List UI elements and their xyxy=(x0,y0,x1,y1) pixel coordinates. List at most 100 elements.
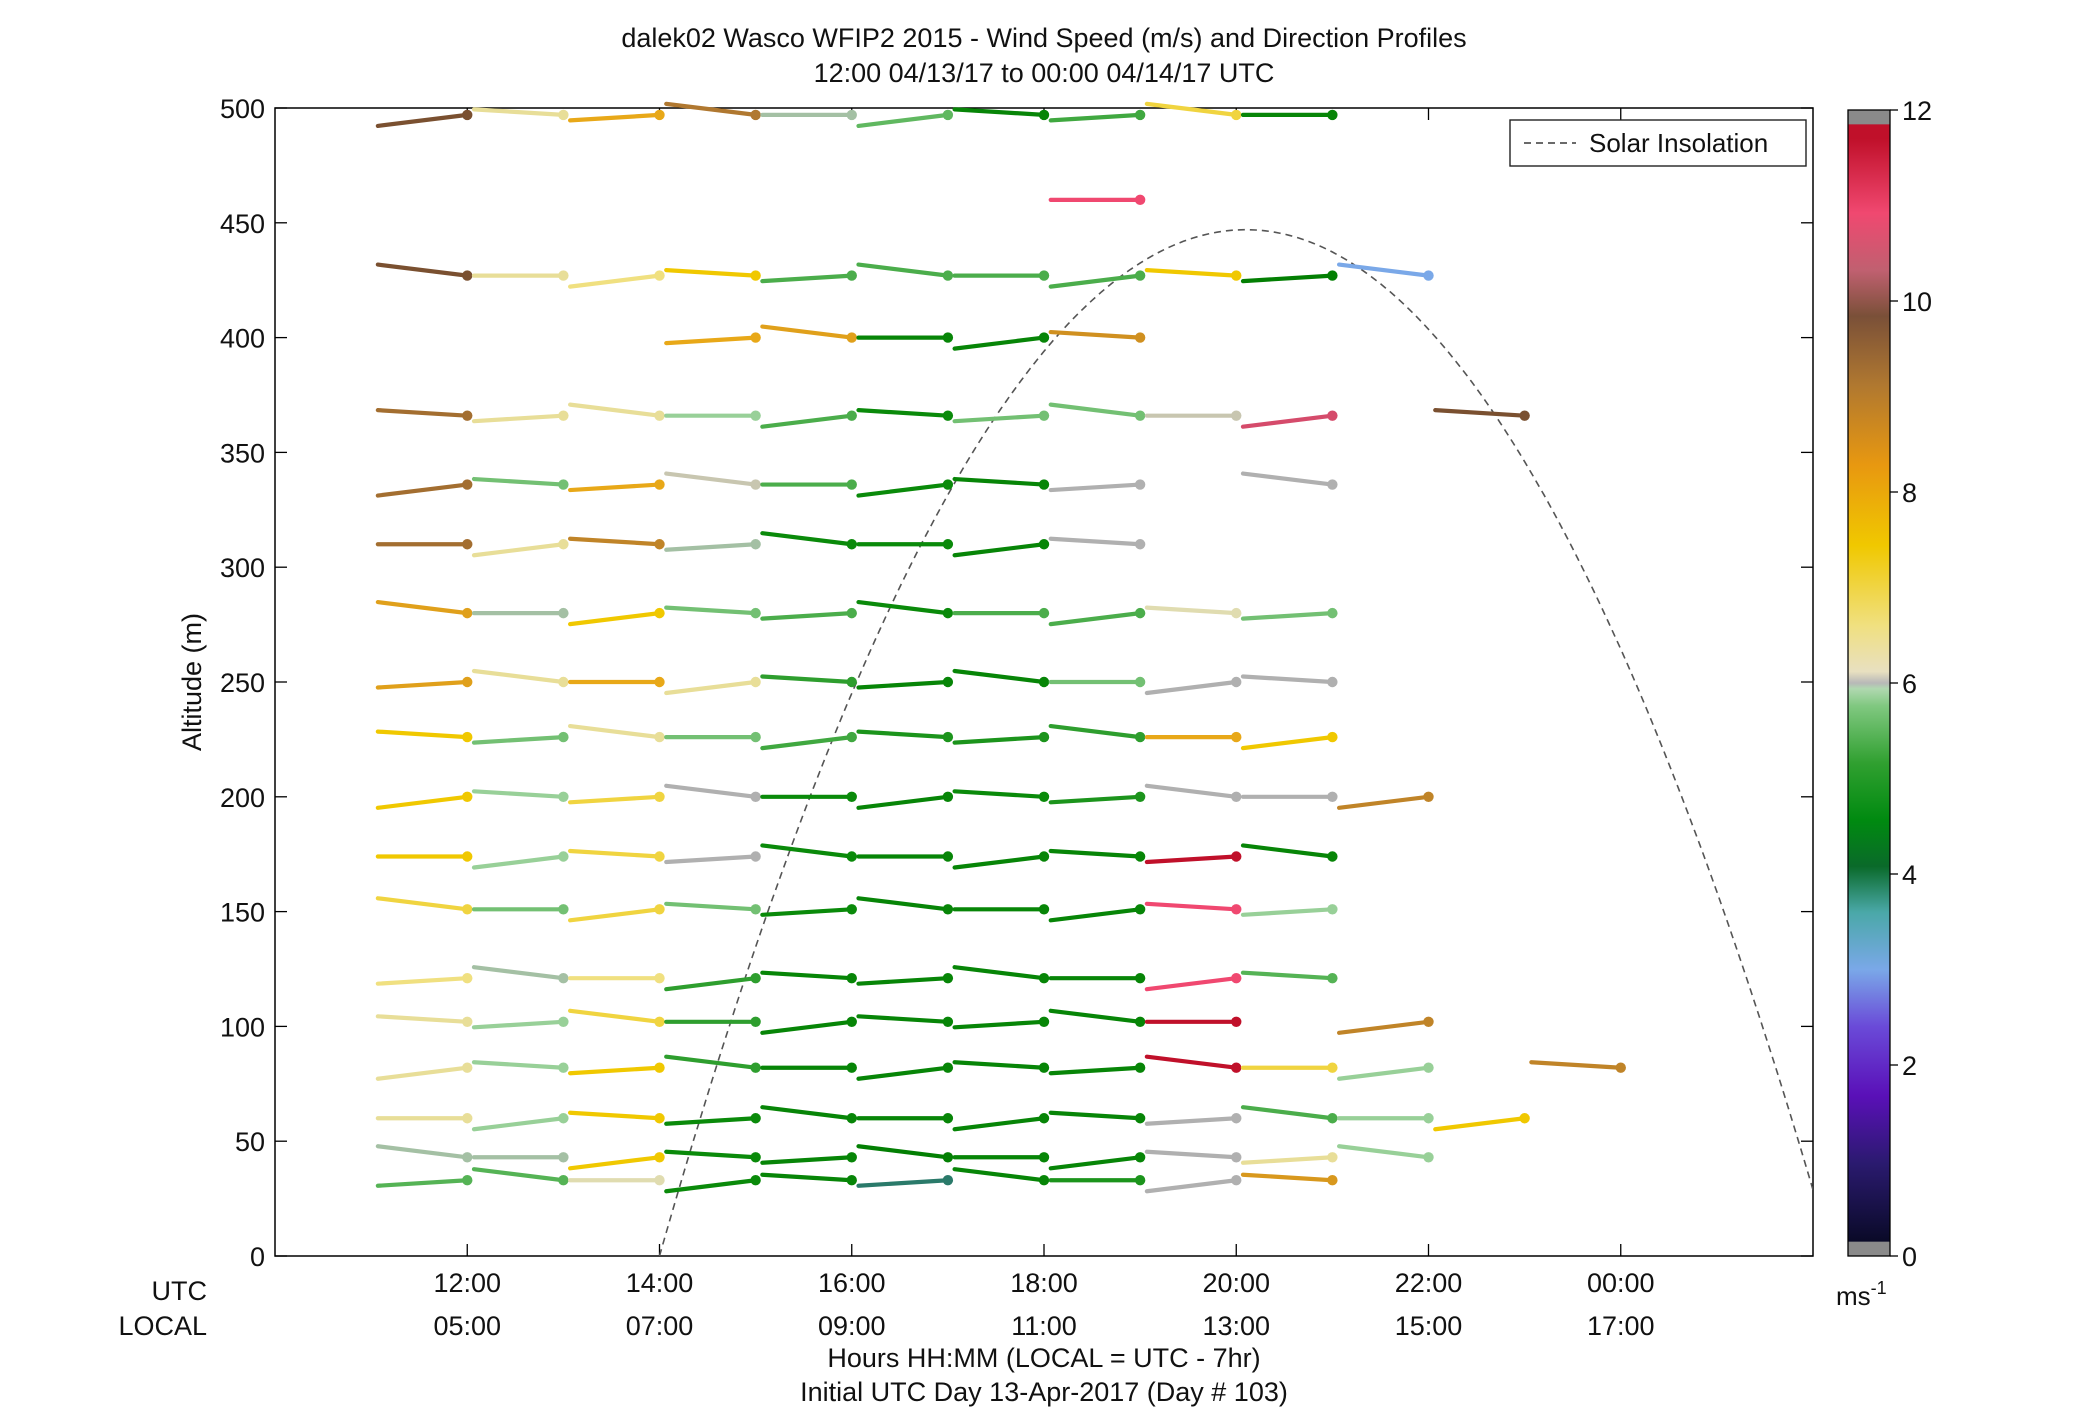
wind-barb-dot xyxy=(942,332,954,343)
wind-barb xyxy=(471,1113,569,1132)
wind-barb-dot xyxy=(654,1113,665,1124)
wind-barb-shaft xyxy=(664,267,758,278)
wind-barb xyxy=(1144,972,1242,992)
wind-barb xyxy=(1048,1008,1146,1028)
wind-barb-shaft xyxy=(760,273,854,284)
wind-barb-dot xyxy=(1134,479,1146,490)
wind-barb-shaft xyxy=(568,1155,662,1171)
legend-label: Solar Insolation xyxy=(1589,128,1768,158)
wind-barb-shaft xyxy=(1240,611,1335,621)
wind-barb xyxy=(664,972,761,992)
wind-barb-shaft xyxy=(1144,783,1239,799)
wind-barb xyxy=(375,1062,473,1081)
wind-barb xyxy=(1240,904,1338,917)
colorbar-tick-label: 12 xyxy=(1902,96,1932,126)
wind-barb-dot xyxy=(654,904,665,915)
wind-barb-shaft xyxy=(664,1116,758,1126)
wind-barb xyxy=(1240,270,1338,284)
wind-barb-dot xyxy=(558,410,569,421)
wind-barb-dot xyxy=(558,539,569,550)
wind-barb-shaft xyxy=(471,107,566,117)
y-tick-label: 250 xyxy=(220,668,265,698)
wind-barb xyxy=(471,1167,569,1186)
wind-barb xyxy=(952,1016,1050,1030)
wind-barb xyxy=(856,729,954,743)
wind-barb-dot xyxy=(558,1175,569,1186)
wind-barb-dot xyxy=(846,1062,857,1073)
wind-barb xyxy=(856,539,954,550)
legend: Solar Insolation xyxy=(1509,119,1807,167)
local-row-label: LOCAL xyxy=(118,1311,207,1341)
wind-barb xyxy=(1144,410,1242,421)
wind-barb-dot xyxy=(1231,972,1242,984)
wind-barb xyxy=(952,789,1050,802)
wind-barb xyxy=(856,676,954,690)
wind-barb xyxy=(568,904,665,923)
wind-barb-shaft xyxy=(1144,605,1239,616)
wind-barb-shaft xyxy=(760,907,854,917)
wind-barb xyxy=(760,270,857,284)
wind-barb-dot xyxy=(654,851,665,862)
wind-barb-dot xyxy=(1231,270,1242,281)
wind-barb-dot xyxy=(942,791,954,802)
wind-barb xyxy=(760,1152,857,1165)
wind-barb-shaft xyxy=(1240,1172,1335,1183)
wind-barb xyxy=(760,731,857,751)
wind-barb-dot xyxy=(1231,676,1242,688)
colorbar-tick-label: 0 xyxy=(1902,1242,1917,1272)
x-tick-label-local: 09:00 xyxy=(818,1311,886,1341)
wind-barb xyxy=(471,1016,569,1030)
wind-barb xyxy=(952,1167,1050,1186)
wind-barb xyxy=(375,262,473,281)
wind-barb-dot xyxy=(846,1152,857,1163)
wind-barb-shaft xyxy=(375,482,470,498)
wind-barb-shaft xyxy=(952,1116,1047,1132)
wind-barb-shaft xyxy=(1337,1019,1431,1035)
wind-barb-shaft xyxy=(1144,101,1239,117)
wind-barb-shaft xyxy=(568,536,662,547)
wind-barb xyxy=(1240,731,1338,751)
wind-barb xyxy=(856,1014,954,1028)
wind-barb xyxy=(1048,1110,1146,1124)
wind-barb-shaft xyxy=(664,783,758,799)
wind-barb xyxy=(471,668,569,688)
wind-barb-dot xyxy=(1038,1113,1050,1124)
wind-barb-shaft xyxy=(1144,976,1239,992)
wind-barb xyxy=(1433,408,1530,421)
wind-barb-shaft xyxy=(952,789,1047,799)
wind-barb xyxy=(664,410,761,421)
wind-barb-shaft xyxy=(568,907,662,923)
wind-barb xyxy=(375,109,473,129)
wind-barb xyxy=(1048,270,1146,289)
wind-barb-shaft xyxy=(760,970,854,981)
wind-barb xyxy=(471,270,569,281)
wind-barb-dot xyxy=(654,972,665,984)
wind-barb-dot xyxy=(462,1152,473,1163)
wind-barb-shaft xyxy=(1048,536,1143,547)
wind-barb-dot xyxy=(654,539,665,550)
wind-barb xyxy=(375,479,473,498)
wind-barb xyxy=(471,904,569,915)
wind-barb-dot xyxy=(1327,1062,1338,1073)
wind-barb-dot xyxy=(462,1016,473,1028)
wind-barb-dot xyxy=(846,539,857,550)
wind-barb-dot xyxy=(1231,1113,1242,1124)
wind-barb-shaft xyxy=(1240,471,1335,487)
wind-barb-shaft xyxy=(1240,273,1335,284)
y-tick-label: 450 xyxy=(220,209,265,239)
x-tick-label-utc: 20:00 xyxy=(1202,1268,1270,1298)
wind-barb-shaft xyxy=(664,1149,758,1160)
wind-barb xyxy=(760,970,857,984)
wind-barb-dot xyxy=(1038,109,1050,121)
wind-barb-dot xyxy=(1038,539,1050,550)
wind-barb-shaft xyxy=(568,1110,662,1121)
wind-barb-dot xyxy=(1423,1062,1434,1073)
wind-barb-shaft xyxy=(1048,907,1143,923)
wind-barb-dot xyxy=(846,1016,857,1028)
wind-barb-shaft xyxy=(471,1116,566,1132)
wind-barb xyxy=(952,107,1050,121)
wind-barb-shaft xyxy=(952,107,1047,117)
wind-barb xyxy=(1048,1062,1146,1076)
wind-barb xyxy=(568,270,665,289)
wind-barb-shaft xyxy=(568,848,662,859)
